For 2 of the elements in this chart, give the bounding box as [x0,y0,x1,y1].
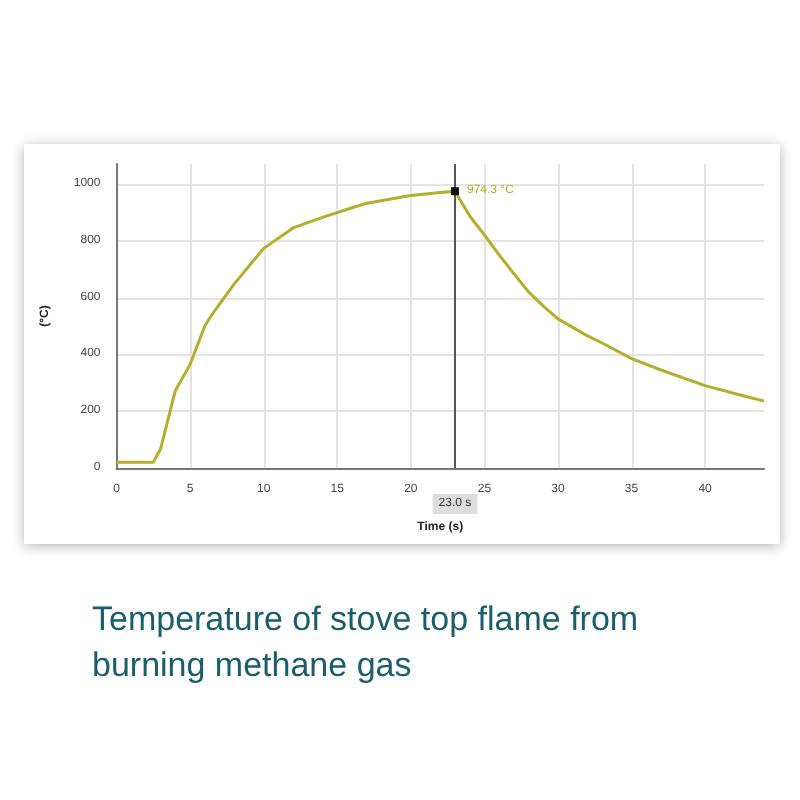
text: Temperature of stove top flame from burning methane gas [92,598,641,688]
line-series [115,187,766,464]
